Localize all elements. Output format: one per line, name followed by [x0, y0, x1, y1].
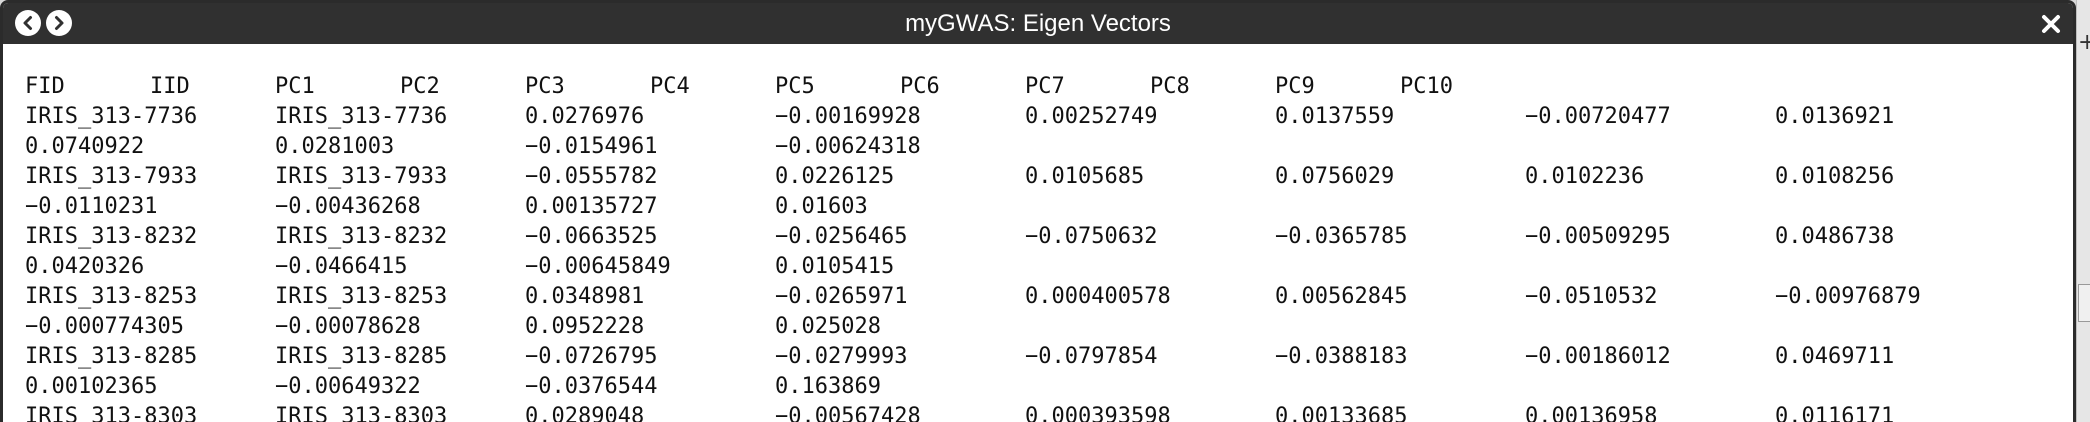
text-cell: −0.0726795	[525, 344, 658, 369]
text-cell: IRIS_313-8253	[25, 284, 198, 309]
text-cell: −0.00976879	[1775, 284, 1921, 309]
text-cell: −0.0466415	[275, 254, 408, 279]
text-cell: −0.0750632	[1025, 224, 1158, 249]
text-cell: 0.0226125	[775, 164, 895, 189]
text-cell: IRIS_313-7736	[25, 104, 198, 129]
text-cell: 0.0108256	[1775, 164, 1895, 189]
text-cell: FID	[25, 74, 65, 99]
text-cell: −0.0265971	[775, 284, 908, 309]
text-cell: IRIS_313-8285	[25, 344, 198, 369]
text-cell: 0.0102236	[1525, 164, 1645, 189]
text-cell: 0.025028	[775, 314, 881, 339]
text-cell: −0.00169928	[775, 104, 921, 129]
text-cell: 0.0348981	[525, 284, 645, 309]
text-cell: −0.0110231	[25, 194, 158, 219]
text-cell: −0.00436268	[275, 194, 421, 219]
text-cell: 0.0952228	[525, 314, 645, 339]
text-cell: IRIS_313-8303	[25, 404, 198, 422]
text-cell: 0.0276976	[525, 104, 645, 129]
text-cell: 0.00252749	[1025, 104, 1158, 129]
text-cell: 0.00562845	[1275, 284, 1408, 309]
text-cell: 0.00133685	[1275, 404, 1408, 422]
chevron-left-icon[interactable]	[15, 10, 41, 36]
text-cell: IRIS_313-8232	[275, 224, 448, 249]
chevron-right-icon[interactable]	[46, 10, 72, 36]
text-cell: 0.01603	[775, 194, 868, 219]
text-cell: IRIS_313-8303	[275, 404, 448, 422]
text-cell: −0.0279993	[775, 344, 908, 369]
plus-icon: +	[2078, 30, 2090, 55]
text-cell: PC8	[1150, 74, 1190, 99]
text-cell: PC3	[525, 74, 565, 99]
text-cell: −0.0365785	[1275, 224, 1408, 249]
text-cell: 0.0137559	[1275, 104, 1395, 129]
background-window-edge	[2076, 0, 2090, 422]
text-cell: −0.0154961	[525, 134, 658, 159]
text-cell: −0.00720477	[1525, 104, 1671, 129]
text-cell: −0.0376544	[525, 374, 658, 399]
text-cell: −0.00649322	[275, 374, 421, 399]
text-cell: IRIS_313-7933	[25, 164, 198, 189]
text-cell: PC5	[775, 74, 815, 99]
text-cell: −0.0555782	[525, 164, 658, 189]
text-cell: IRIS_313-8232	[25, 224, 198, 249]
text-cell: 0.00135727	[525, 194, 658, 219]
text-cell: IRIS_313-7933	[275, 164, 448, 189]
text-cell: PC7	[1025, 74, 1065, 99]
text-cell: 0.0116171	[1775, 404, 1895, 422]
text-cell: 0.0420326	[25, 254, 145, 279]
text-cell: IID	[150, 74, 190, 99]
text-cell: IRIS_313-8285	[275, 344, 448, 369]
text-cell: −0.00509295	[1525, 224, 1671, 249]
text-cell: PC2	[400, 74, 440, 99]
eigenvector-text: FID IID PC1 PC2 PC3 PC4 PC5 PC6 PC7 PC8 PC9 PC10 IRI…	[25, 72, 1925, 422]
text-cell: PC9	[1275, 74, 1315, 99]
text-cell: 0.00102365	[25, 374, 158, 399]
text-cell: −0.00624318	[775, 134, 921, 159]
text-cell: PC1	[275, 74, 315, 99]
text-cell: −0.0510532	[1525, 284, 1658, 309]
window-titlebar[interactable]: myGWAS: Eigen Vectors	[3, 3, 2073, 44]
text-cell: −0.0388183	[1275, 344, 1408, 369]
text-cell: −0.00567428	[775, 404, 921, 422]
text-cell: 0.000400578	[1025, 284, 1171, 309]
text-cell: 0.0281003	[275, 134, 395, 159]
close-icon[interactable]	[2037, 10, 2065, 38]
text-cell: −0.00645849	[525, 254, 671, 279]
text-cell: −0.0256465	[775, 224, 908, 249]
text-cell: −0.00186012	[1525, 344, 1671, 369]
text-cell: 0.000393598	[1025, 404, 1171, 422]
text-cell: 0.0105415	[775, 254, 895, 279]
text-cell: 0.0469711	[1775, 344, 1895, 369]
text-cell: 0.00136958	[1525, 404, 1658, 422]
window-title: myGWAS: Eigen Vectors	[905, 10, 1171, 37]
text-cell: PC10	[1400, 74, 1453, 99]
text-cell: 0.0486738	[1775, 224, 1895, 249]
text-cell: PC4	[650, 74, 690, 99]
background-dropdown	[2078, 284, 2090, 322]
text-cell: 0.0289048	[525, 404, 645, 422]
text-cell: 0.0105685	[1025, 164, 1145, 189]
text-cell: 0.0740922	[25, 134, 145, 159]
text-cell: 0.163869	[775, 374, 881, 399]
text-cell: −0.000774305	[25, 314, 184, 339]
text-cell: −0.00078628	[275, 314, 421, 339]
text-cell: PC6	[900, 74, 940, 99]
text-cell: −0.0797854	[1025, 344, 1158, 369]
text-cell: IRIS_313-8253	[275, 284, 448, 309]
text-cell: 0.0756029	[1275, 164, 1395, 189]
file-content-pane[interactable]: FID IID PC1 PC2 PC3 PC4 PC5 PC6 PC7 PC8 PC9 PC10 IRI…	[3, 44, 2073, 422]
text-cell: 0.0136921	[1775, 104, 1895, 129]
text-cell: −0.0663525	[525, 224, 658, 249]
text-cell: IRIS_313-7736	[275, 104, 448, 129]
